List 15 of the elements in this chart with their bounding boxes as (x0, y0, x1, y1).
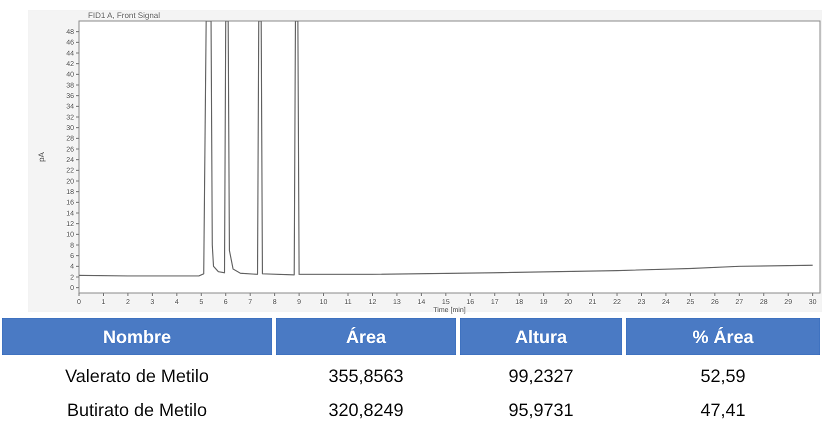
text: 47,41 (700, 400, 746, 420)
text: % Área (692, 327, 755, 347)
text: 320,8249 (328, 400, 404, 420)
text: 52,59 (700, 366, 746, 386)
text: Nombre (102, 327, 172, 347)
y-axis-title: pA (37, 151, 46, 162)
text: Valerato de Metilo (65, 366, 209, 386)
text: Área (346, 327, 387, 347)
text: 95,9731 (508, 400, 574, 420)
line-series (79, 21, 814, 277)
text: 99,2327 (508, 366, 574, 386)
text: 355,8563 (328, 366, 404, 386)
text: Butirato de Metilo (66, 400, 208, 420)
chart-title: FID1 A, Front Signal (88, 11, 160, 20)
text: Altura (514, 327, 568, 347)
